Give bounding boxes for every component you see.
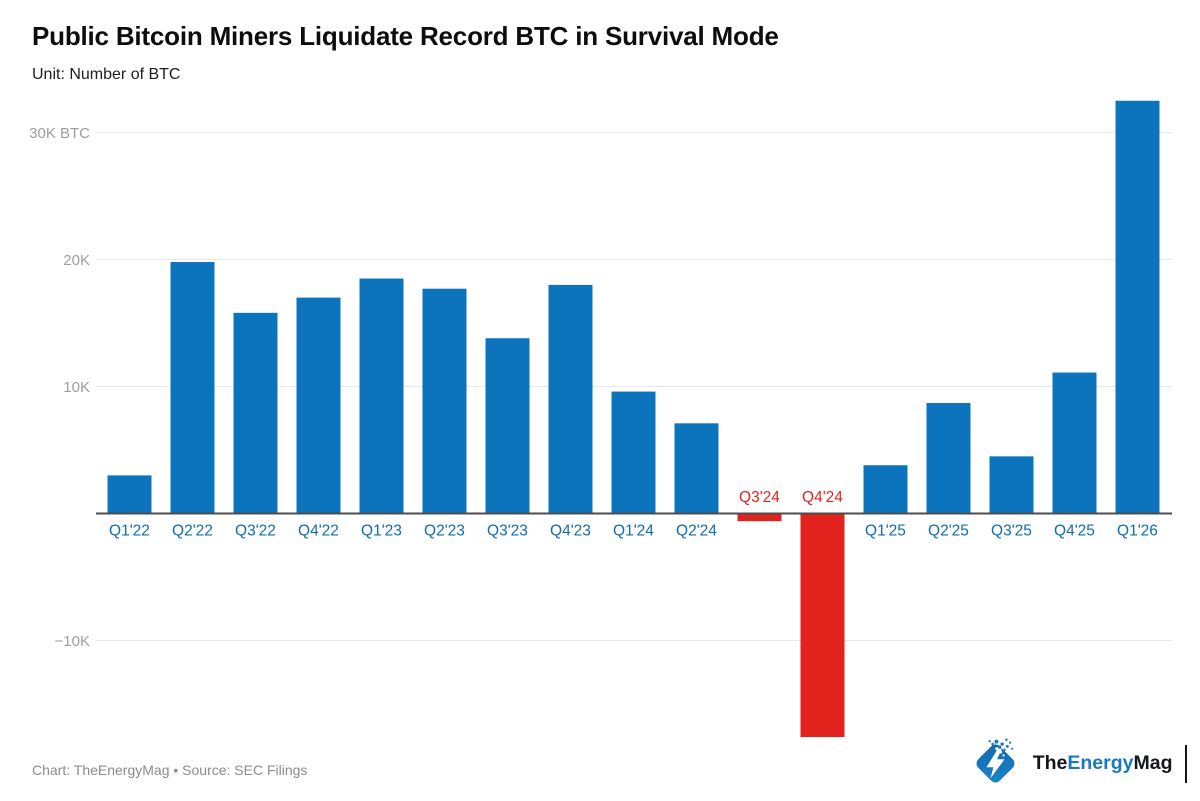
x-tick-label: Q4'25 (1054, 523, 1095, 540)
logo-wordmark: The Energy Mag (1033, 752, 1173, 775)
page-title: Public Bitcoin Miners Liquidate Record B… (32, 21, 779, 51)
bar (989, 456, 1034, 514)
x-tick-label: Q2'24 (676, 523, 717, 540)
logo: The Energy Mag (967, 735, 1187, 792)
bar (170, 262, 215, 514)
bar (1052, 372, 1097, 514)
bar (674, 423, 719, 514)
bar (359, 278, 404, 514)
logo-word-the: The (1032, 752, 1068, 774)
x-tick-label: Q3'23 (487, 523, 528, 540)
x-tick-label: Q4'22 (298, 523, 339, 540)
x-tick-label: Q4'23 (550, 523, 591, 540)
bar (611, 391, 656, 514)
chart-source-credit: Chart: TheEnergyMag • Source: SEC Filing… (32, 762, 308, 778)
lightning-bolt-diamond-icon (976, 738, 1015, 783)
bar (863, 465, 908, 514)
logo-word-energy: Energy (1067, 752, 1134, 774)
x-tick-label: Q2'23 (424, 523, 465, 540)
x-tick-label: Q1'22 (109, 523, 150, 540)
bar (548, 284, 593, 514)
bar (800, 513, 845, 738)
logo-word-mag: Mag (1133, 752, 1173, 774)
bar (485, 338, 530, 514)
y-tick-label: 10K (63, 379, 90, 396)
bar (233, 312, 278, 514)
x-tick-label: Q2'22 (172, 523, 213, 540)
bar (737, 513, 782, 522)
x-tick-label: Q4'24 (802, 489, 843, 506)
y-tick-label: 30K BTC (29, 125, 90, 142)
x-tick-label: Q1'24 (613, 523, 654, 540)
y-tick-label: −10K (55, 633, 90, 650)
x-tick-label: Q3'22 (235, 523, 276, 540)
bar (296, 297, 341, 514)
logo-cursor-bar (1184, 744, 1187, 783)
x-tick-label: Q2'25 (928, 523, 969, 540)
bar (422, 288, 467, 514)
x-tick-label: Q1'23 (361, 523, 402, 540)
x-tick-label: Q3'24 (739, 489, 780, 506)
x-tick-label: Q3'25 (991, 523, 1032, 540)
x-tick-label: Q1'25 (865, 523, 906, 540)
page-subtitle: Unit: Number of BTC (32, 66, 181, 83)
bar (926, 403, 971, 514)
x-tick-label: Q1'26 (1117, 523, 1158, 540)
bar (107, 475, 152, 514)
y-tick-label: 20K (63, 252, 90, 269)
bar (1115, 100, 1160, 514)
